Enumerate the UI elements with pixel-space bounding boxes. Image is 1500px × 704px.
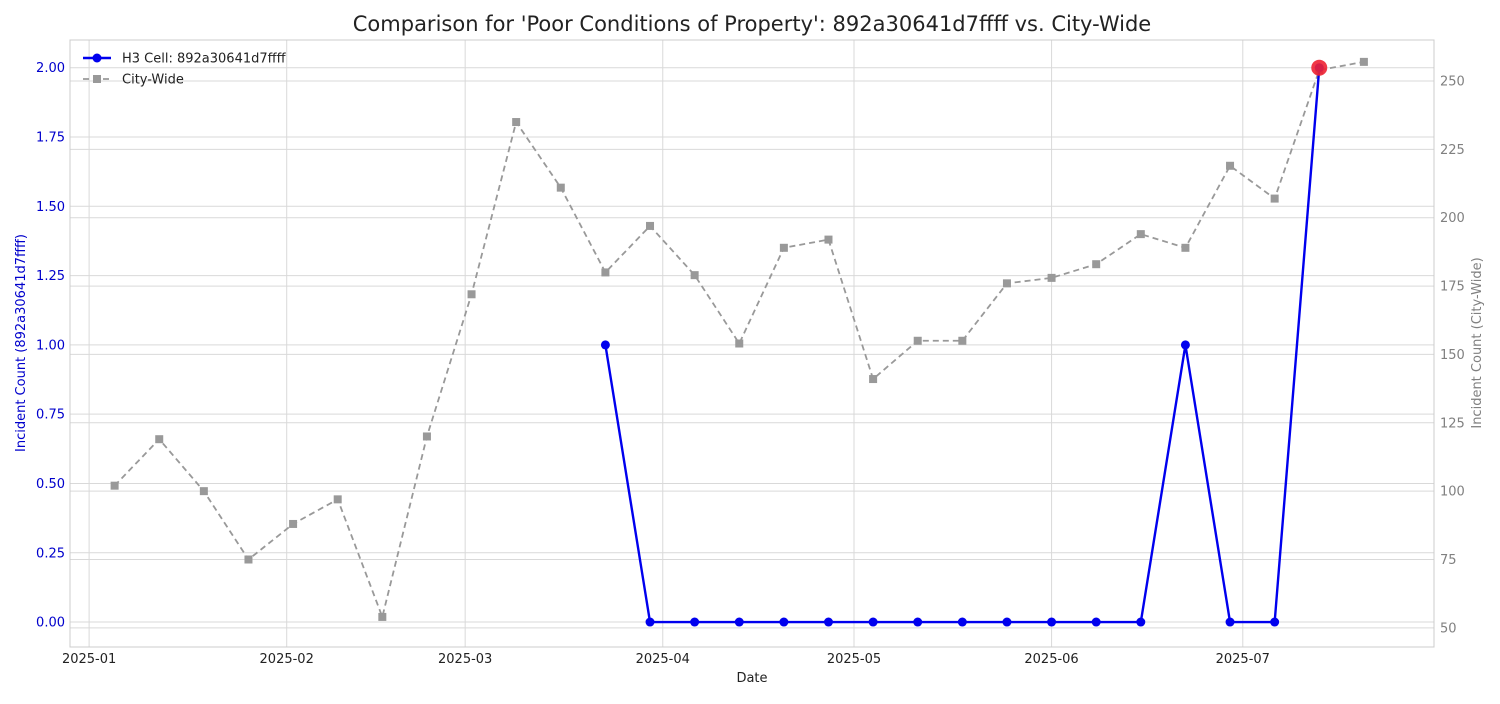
- x-tick-label: 2025-02: [260, 652, 314, 667]
- y-right-tick-label: 50: [1440, 621, 1457, 636]
- city-wide-point: [512, 118, 521, 127]
- y-left-tick-label: 2.00: [36, 61, 65, 76]
- city-wide-point: [155, 435, 164, 444]
- y-right-axis-label: Incident Count (City-Wide): [1470, 257, 1485, 428]
- h3-cell-point: [690, 617, 700, 627]
- y-left-tick-label: 0.25: [36, 546, 65, 561]
- x-axis-label: Date: [736, 671, 767, 686]
- city-wide-point: [913, 336, 922, 345]
- y-left-tick-label: 0.75: [36, 408, 65, 423]
- h3-cell-point: [823, 617, 833, 627]
- y-right-tick-label: 200: [1440, 211, 1465, 226]
- h3-cell-point: [913, 617, 923, 627]
- grid: [70, 40, 1434, 647]
- series: [110, 57, 1368, 627]
- x-tick-label: 2025-05: [827, 652, 881, 667]
- y-right-tick-label: 225: [1440, 143, 1465, 158]
- h3-cell-point: [1270, 617, 1280, 627]
- y-left-axis-label: Incident Count (892a30641d7ffff): [14, 234, 29, 452]
- legend-cell-label: H3 Cell: 892a30641d7ffff: [122, 52, 287, 67]
- legend-cell-marker: [92, 53, 102, 63]
- plot-frame: [69, 39, 1435, 648]
- city-wide-point: [1002, 279, 1011, 288]
- city-wide-point: [646, 221, 655, 230]
- city-wide-point: [779, 243, 788, 252]
- legend: H3 Cell: 892a30641d7ffff City-Wide: [83, 52, 287, 88]
- city-wide-point: [1181, 243, 1190, 252]
- city-wide-point: [244, 555, 253, 564]
- h3-cell-point: [734, 617, 744, 627]
- x-tick-label: 2025-01: [62, 652, 116, 667]
- city-wide-point: [333, 495, 342, 504]
- y-right-tick-label: 250: [1440, 75, 1465, 90]
- y-left-tick-label: 0.00: [36, 616, 65, 631]
- city-wide-point: [824, 235, 833, 244]
- city-wide-point: [1047, 273, 1056, 282]
- chart-title: Comparison for 'Poor Conditions of Prope…: [353, 12, 1151, 36]
- city-wide-point: [1226, 161, 1235, 170]
- h3-cell-point: [868, 617, 878, 627]
- city-wide-point: [735, 339, 744, 348]
- axes: 2025-01 2025-02 2025-03 2025-04 2025-05 2025-…: [36, 61, 1465, 667]
- city-wide-point: [869, 375, 878, 384]
- city-wide-point: [199, 487, 208, 496]
- city-wide-point: [601, 268, 610, 277]
- y-left-tick-label: 0.50: [36, 477, 65, 492]
- h3-cell-point: [1136, 617, 1146, 627]
- h3-cell-point: [1180, 340, 1190, 350]
- city-wide-point: [378, 612, 387, 621]
- y-right-tick-label: 150: [1440, 348, 1465, 363]
- h3-cell-point: [1002, 617, 1012, 627]
- y-left-tick-label: 1.00: [36, 338, 65, 353]
- city-wide-point: [467, 290, 476, 299]
- highlight-point: [1311, 59, 1328, 76]
- city-wide-point: [422, 432, 431, 441]
- legend-city-label: City-Wide: [122, 73, 184, 88]
- city-wide-point: [1359, 57, 1368, 66]
- y-right-tick-label: 125: [1440, 416, 1465, 431]
- y-left-tick-label: 1.50: [36, 200, 65, 215]
- h3-cell-point: [957, 617, 967, 627]
- city-wide-point: [110, 481, 119, 490]
- city-wide-line: [113, 60, 1365, 620]
- city-wide-point: [1092, 260, 1101, 269]
- h3-cell-point: [645, 617, 655, 627]
- city-wide-point: [958, 336, 967, 345]
- y-left-tick-label: 1.25: [36, 269, 65, 284]
- h3-cell-point: [1225, 617, 1235, 627]
- x-tick-label: 2025-04: [636, 652, 690, 667]
- legend-city-marker: [93, 75, 101, 83]
- city-wide-point: [556, 183, 565, 192]
- y-left-tick-label: 1.75: [36, 131, 65, 146]
- h3-cell-point: [600, 340, 610, 350]
- x-tick-label: 2025-03: [438, 652, 492, 667]
- city-wide-point: [1136, 230, 1145, 239]
- h3-cell-point: [779, 617, 789, 627]
- city-wide-point: [289, 519, 298, 528]
- h3-cell-point: [1091, 617, 1101, 627]
- city-wide-point: [690, 271, 699, 280]
- x-tick-label: 2025-06: [1024, 652, 1078, 667]
- x-tick-label: 2025-07: [1216, 652, 1270, 667]
- h3-cell-point: [1047, 617, 1057, 627]
- y-right-tick-label: 100: [1440, 485, 1465, 500]
- city-wide-point: [1270, 194, 1279, 203]
- y-right-tick-label: 175: [1440, 280, 1465, 295]
- y-right-tick-label: 75: [1440, 553, 1457, 568]
